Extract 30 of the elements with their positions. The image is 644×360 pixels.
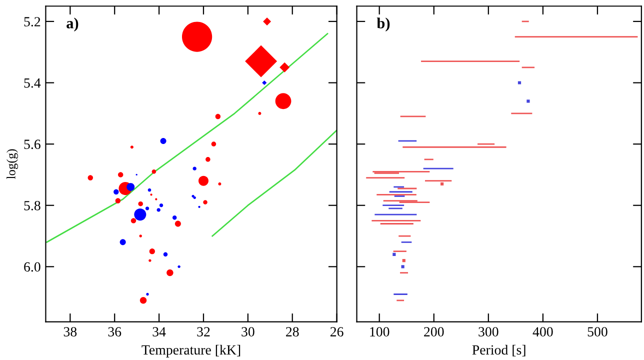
x-axis-title: Period [s] <box>472 344 526 356</box>
line-series <box>46 33 328 243</box>
y-tick-label: 5.2 <box>24 17 40 26</box>
annotation: b) <box>376 18 390 32</box>
y-tick-label: 5.8 <box>24 200 40 210</box>
x-tick-label: 100 <box>370 327 390 336</box>
x-tick-label: 500 <box>588 327 608 336</box>
point <box>392 252 396 256</box>
x-tick-label: 400 <box>532 327 553 336</box>
y-axis-title: log(g) <box>6 149 18 180</box>
x-tick-label: 200 <box>424 327 444 336</box>
x-tick-label: 30 <box>242 327 254 336</box>
x-tick-label: 34 <box>152 327 166 336</box>
x-tick-label: 300 <box>478 327 498 336</box>
y-tick-label: 5.6 <box>24 140 40 150</box>
x-tick-label: 38 <box>64 327 77 336</box>
y-tick-label: 6.0 <box>24 262 40 272</box>
point <box>526 100 530 103</box>
point <box>402 258 406 262</box>
line-series <box>212 130 337 237</box>
x-tick-label: 26 <box>330 327 344 336</box>
x-tick-label: 36 <box>108 327 122 336</box>
point <box>401 265 404 268</box>
x-tick-label: 32 <box>197 327 210 336</box>
annotation: a) <box>66 18 78 32</box>
point <box>440 182 444 186</box>
x-tick-label: 28 <box>286 327 299 336</box>
point <box>518 81 522 84</box>
y-tick-label: 5.4 <box>24 78 41 88</box>
x-axis-title: Temperature [kK] <box>142 344 240 358</box>
